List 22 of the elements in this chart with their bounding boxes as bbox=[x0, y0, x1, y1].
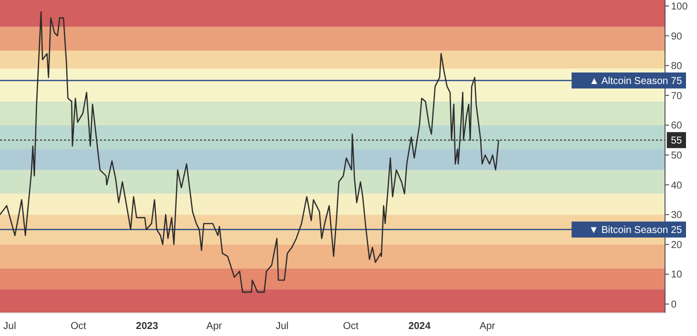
y-tick-label: 0 bbox=[671, 300, 677, 311]
x-tick-label: Jul bbox=[3, 321, 16, 332]
y-tick-label: 70 bbox=[671, 90, 683, 102]
x-tick-label: Apr bbox=[480, 321, 496, 332]
y-tick-label: 10 bbox=[671, 270, 683, 281]
ref-line-label: ▼ Bitcoin Season 25 bbox=[588, 225, 682, 236]
x-tick-label: 2024 bbox=[408, 321, 432, 332]
y-tick-label: 20 bbox=[671, 240, 683, 251]
y-tick-label: 40 bbox=[671, 180, 683, 192]
x-tick-label: Apr bbox=[206, 321, 223, 332]
x-tick-label: 2023 bbox=[136, 321, 159, 332]
y-tick-label: 50 bbox=[671, 150, 683, 162]
y-tick-label: 30 bbox=[671, 210, 683, 222]
x-tick-label: Oct bbox=[343, 321, 359, 332]
ref-line-label: 55 bbox=[670, 136, 682, 147]
y-tick-label: 90 bbox=[671, 31, 683, 42]
ref-line-label: ▲ Altcoin Season 75 bbox=[589, 76, 682, 87]
y-tick-label: 60 bbox=[671, 120, 683, 132]
y-tick-label: 100 bbox=[671, 1, 688, 12]
x-tick-label: Jul bbox=[276, 321, 289, 332]
y-tick-label: 80 bbox=[671, 61, 683, 72]
x-tick-label: Oct bbox=[70, 321, 86, 332]
